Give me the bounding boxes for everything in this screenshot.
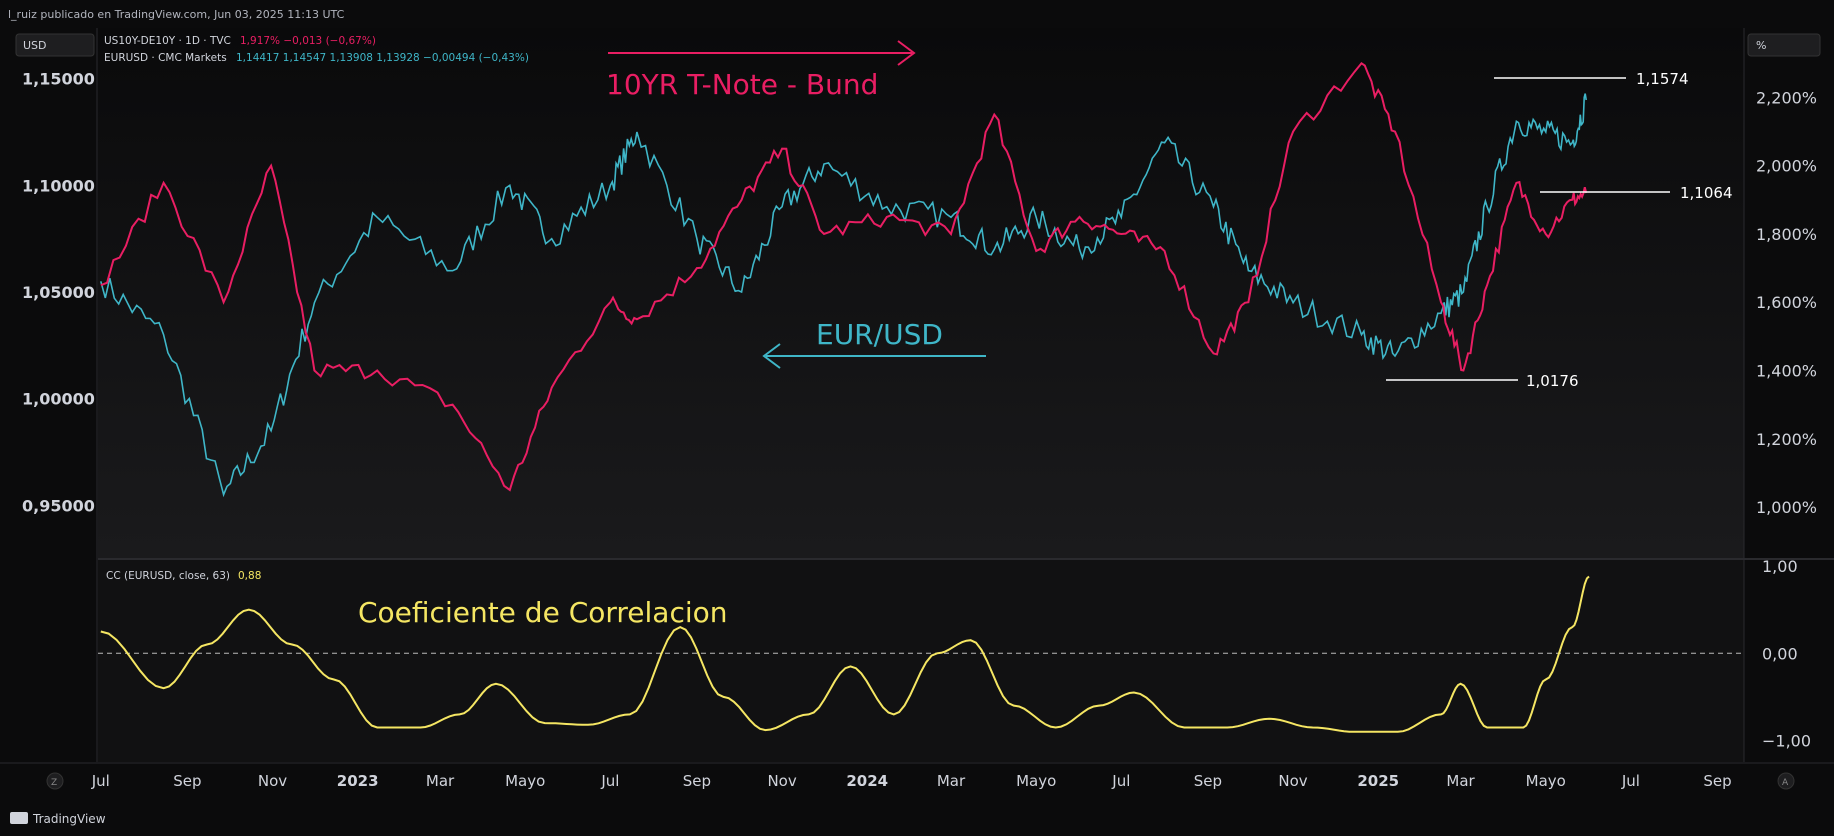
- level-low[interactable]: 1,0176: [1386, 372, 1579, 390]
- right-axis-tick: 1,400%: [1756, 362, 1817, 381]
- time-axis-tick: Nov: [767, 772, 796, 790]
- right-axis-tick: 2,200%: [1756, 88, 1817, 107]
- time-axis-tick: Sep: [1703, 772, 1731, 790]
- tradingview-logo-icon: [10, 812, 28, 824]
- left-arrow-head-icon: [762, 343, 781, 369]
- time-axis-tick: Mayo: [505, 772, 545, 790]
- indicator-axis[interactable]: 1,00 0,00 −1,00: [1762, 557, 1811, 751]
- indicator-axis-tick: 1,00: [1762, 557, 1798, 576]
- a-button-label: A: [1782, 778, 1789, 788]
- level-low-label: 1,0176: [1526, 372, 1579, 390]
- legend-symbol1-values: 1,917% −0,013 (−0,67%): [240, 35, 376, 47]
- a-button[interactable]: A: [1777, 772, 1795, 790]
- time-axis-tick: Nov: [258, 772, 287, 790]
- tradingview-logo[interactable]: TradingView: [10, 812, 106, 826]
- time-axis-tick: Mar: [1446, 772, 1475, 790]
- level-mid-label: 1,1064: [1680, 184, 1733, 202]
- legend-symbol2-values: 1,14417 1,14547 1,13908 1,13928 −0,00494…: [236, 52, 529, 64]
- legend-symbol1-name: US10Y-DE10Y · 1D · TVC: [104, 35, 231, 47]
- time-axis-tick: Mar: [937, 772, 966, 790]
- time-axis-tick: Jul: [1111, 772, 1130, 790]
- legend-symbol1[interactable]: US10Y-DE10Y · 1D · TVC 1,917% −0,013 (−0…: [104, 35, 376, 47]
- time-axis-tick: 2025: [1357, 772, 1399, 790]
- time-axis-tick: Mar: [426, 772, 455, 790]
- left-axis-tick: 1,05000: [22, 283, 95, 302]
- time-axis-tick: 2023: [337, 772, 379, 790]
- time-axis[interactable]: Jul Sep Nov 2023 Mar Mayo Jul Sep Nov 2024 Mar Mayo…: [91, 772, 1732, 790]
- main-pane[interactable]: [98, 28, 1744, 558]
- series-us10y-de10y: [100, 61, 1588, 492]
- series-eurusd: [100, 93, 1587, 498]
- right-axis-tick: 1,600%: [1756, 293, 1817, 312]
- right-axis-tick: 2,000%: [1756, 157, 1817, 176]
- indicator-axis-tick: −1,00: [1762, 732, 1811, 751]
- right-percent-axis[interactable]: 2,200% 2,000% 1,800% 1,600% 1,400% 1,200% 1,00…: [1756, 88, 1817, 517]
- right-unit-button[interactable]: %: [1747, 33, 1821, 57]
- right-axis-tick: 1,800%: [1756, 225, 1817, 244]
- brand-text: TradingView: [32, 812, 106, 826]
- series-correlation: [100, 575, 1590, 733]
- time-axis-tick: Jul: [1621, 772, 1640, 790]
- left-axis-tick: 1,10000: [22, 176, 95, 195]
- left-price-axis[interactable]: 1,15000 1,10000 1,05000 1,00000 0,95000: [22, 70, 95, 516]
- time-axis-tick: Sep: [683, 772, 711, 790]
- right-unit-label: %: [1756, 39, 1766, 52]
- spread-annotation-label: 10YR T-Note - Bund: [606, 68, 878, 101]
- left-unit-label: USD: [23, 39, 47, 52]
- level-high[interactable]: 1,1574: [1494, 70, 1689, 88]
- time-axis-tick: Jul: [91, 772, 110, 790]
- z-button[interactable]: Z: [46, 772, 64, 790]
- legend-symbol2[interactable]: EURUSD · CMC Markets 1,14417 1,14547 1,1…: [104, 52, 529, 64]
- right-axis-tick: 1,200%: [1756, 430, 1817, 449]
- left-axis-tick: 1,00000: [22, 390, 95, 409]
- time-axis-tick: 2024: [846, 772, 888, 790]
- z-button-label: Z: [51, 778, 57, 788]
- level-mid[interactable]: 1,1064: [1540, 184, 1733, 202]
- indicator-pane[interactable]: [98, 560, 1744, 762]
- time-axis-tick: Jul: [600, 772, 619, 790]
- time-axis-tick: Sep: [1194, 772, 1222, 790]
- right-axis-tick: 1,000%: [1756, 498, 1817, 517]
- eurusd-annotation-label: EUR/USD: [816, 318, 943, 351]
- indicator-axis-tick: 0,00: [1762, 644, 1798, 663]
- level-high-label: 1,1574: [1636, 70, 1689, 88]
- indicator-name: CC (EURUSD, close, 63): [106, 570, 230, 582]
- left-axis-tick: 1,15000: [22, 70, 95, 89]
- time-axis-tick: Nov: [1278, 772, 1307, 790]
- indicator-legend[interactable]: CC (EURUSD, close, 63) 0,88: [106, 570, 261, 582]
- legend-symbol2-name: EURUSD · CMC Markets: [104, 52, 227, 64]
- spread-annotation[interactable]: 10YR T-Note - Bund: [606, 40, 916, 101]
- time-axis-tick: Mayo: [1016, 772, 1056, 790]
- eurusd-annotation[interactable]: EUR/USD: [762, 318, 986, 369]
- left-unit-button[interactable]: USD: [15, 33, 95, 57]
- publisher-text: l_ruiz publicado en TradingView.com, Jun…: [8, 8, 345, 21]
- time-axis-tick: Sep: [173, 772, 201, 790]
- indicator-value: 0,88: [238, 570, 261, 582]
- left-axis-tick: 0,95000: [22, 496, 95, 515]
- correlation-annotation-label: Coeficiente de Correlacion: [358, 596, 728, 629]
- time-axis-tick: Mayo: [1526, 772, 1566, 790]
- right-arrow-head-icon: [897, 40, 916, 66]
